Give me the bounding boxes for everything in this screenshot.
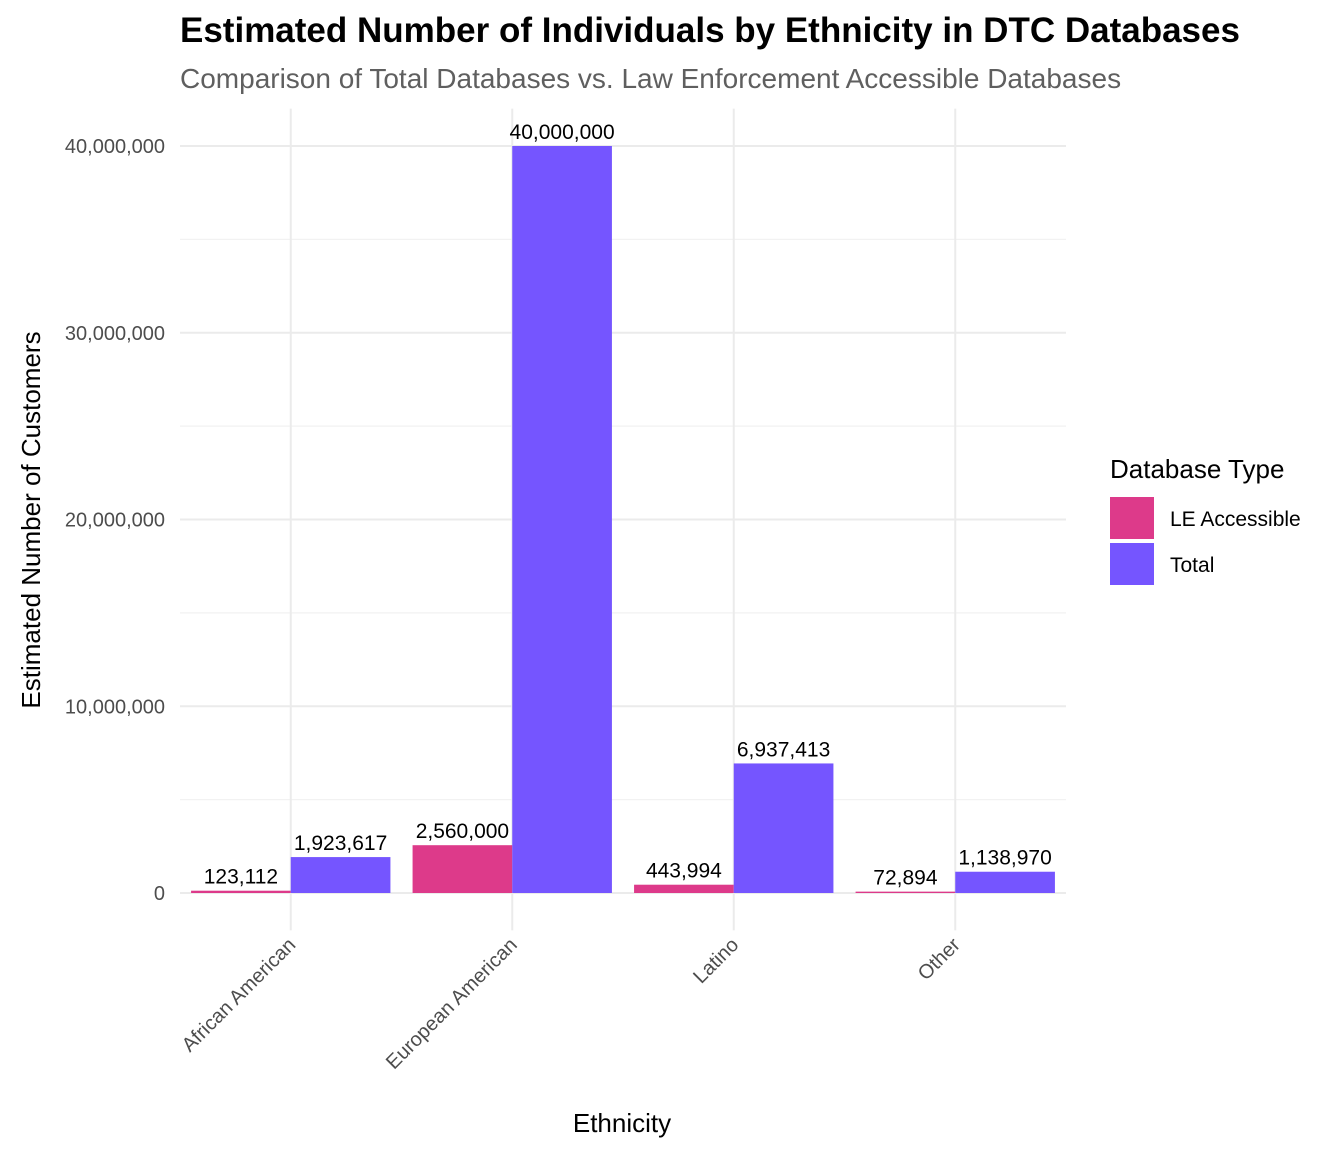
y-tick-label: 40,000,000 (65, 136, 165, 158)
bar (412, 845, 513, 893)
legend-key (1110, 497, 1154, 539)
data-label: 443,994 (646, 860, 722, 883)
x-axis: African American European American Latino O… (178, 934, 965, 1074)
data-label: 6,937,413 (737, 738, 830, 761)
legend-label: LE Accessible (1170, 508, 1301, 531)
legend: Database Type LE Accessible Total (1110, 454, 1301, 585)
chart-subtitle: Comparison of Total Databases vs. Law En… (180, 63, 1121, 94)
data-label: 2,560,000 (416, 820, 509, 843)
y-tick-label: 30,000,000 (65, 323, 165, 345)
bar (512, 146, 612, 893)
data-label: 40,000,000 (510, 121, 615, 144)
data-labels: 123,112 1,923,617 2,560,000 40,000,000 443,9… (204, 121, 1052, 890)
data-label: 1,923,617 (294, 832, 387, 855)
bar (955, 871, 1055, 893)
y-tick-label: 0 (154, 883, 165, 905)
bar (634, 884, 734, 893)
bar (855, 891, 956, 893)
legend-items: LE Accessible Total (1110, 497, 1301, 585)
data-label: 1,138,970 (958, 847, 1051, 870)
legend-label: Total (1170, 554, 1214, 577)
data-label: 72,894 (873, 867, 938, 890)
bars (191, 146, 1055, 893)
gridlines (180, 108, 1066, 931)
legend-title: Database Type (1110, 454, 1284, 484)
legend-key (1110, 543, 1154, 585)
x-tick-label: European American (382, 934, 522, 1074)
y-tick-label: 20,000,000 (65, 510, 165, 532)
x-tick-label: African American (178, 934, 300, 1056)
x-axis-title: Ethnicity (573, 1108, 671, 1138)
y-tick-label: 10,000,000 (65, 696, 165, 718)
bar (290, 857, 391, 893)
y-axis: 0 10,000,000 20,000,000 30,000,000 40,000,00… (65, 136, 165, 905)
x-tick-label: Other (914, 934, 965, 985)
bar (733, 763, 834, 893)
chart-title: Estimated Number of Individuals by Ethni… (180, 11, 1240, 50)
bar (191, 890, 291, 893)
y-axis-title: Estimated Number of Customers (16, 331, 46, 708)
data-label: 123,112 (204, 866, 278, 889)
x-tick-label: Latino (689, 934, 743, 988)
